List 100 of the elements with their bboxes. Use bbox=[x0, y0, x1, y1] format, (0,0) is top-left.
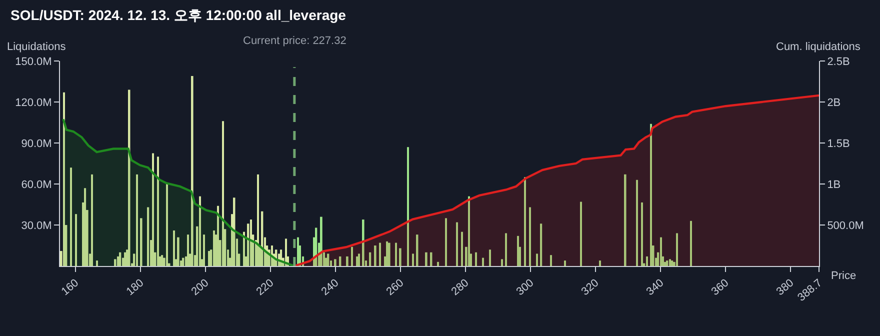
bar bbox=[75, 214, 77, 266]
bar bbox=[461, 232, 463, 266]
bar bbox=[96, 260, 98, 266]
bar bbox=[468, 196, 470, 266]
bar bbox=[339, 256, 342, 266]
bar bbox=[362, 220, 364, 266]
x-tick-label: 380 bbox=[774, 277, 796, 298]
bar bbox=[669, 259, 671, 266]
x-tick-label: 340 bbox=[644, 277, 666, 298]
bar bbox=[399, 248, 402, 266]
bar bbox=[213, 230, 215, 266]
bar bbox=[445, 218, 447, 266]
x-tick-label: 180 bbox=[124, 277, 146, 298]
bar bbox=[157, 156, 159, 266]
x-tick-label: 260 bbox=[384, 277, 406, 298]
bar bbox=[91, 174, 93, 266]
bar bbox=[550, 255, 552, 266]
bar bbox=[152, 153, 154, 266]
y2-tick-label: 2B bbox=[827, 96, 841, 109]
bar bbox=[177, 237, 180, 266]
bar bbox=[203, 234, 206, 266]
bar bbox=[117, 256, 119, 266]
y-axis-title: Liquidations bbox=[7, 41, 66, 53]
y2-tick-label: 2.5B bbox=[827, 56, 850, 68]
bar bbox=[327, 254, 330, 266]
bar bbox=[482, 258, 484, 266]
bar bbox=[580, 202, 582, 266]
x-tick-label: 240 bbox=[319, 277, 342, 298]
bar bbox=[517, 236, 519, 266]
y2-tick-label: 500.0M bbox=[827, 220, 864, 232]
bar bbox=[388, 242, 390, 266]
bar bbox=[395, 242, 397, 266]
bar bbox=[161, 255, 164, 266]
bar bbox=[671, 260, 674, 266]
bar bbox=[297, 237, 299, 266]
bar bbox=[285, 238, 287, 266]
y-tick-label: 60.0M bbox=[21, 178, 52, 191]
bar bbox=[456, 222, 458, 266]
bar bbox=[70, 168, 72, 266]
bar bbox=[369, 252, 372, 266]
bar bbox=[425, 252, 428, 266]
bar bbox=[140, 218, 142, 266]
y-tick-label: 90.0M bbox=[21, 138, 52, 150]
bar bbox=[407, 147, 409, 266]
bar bbox=[243, 232, 245, 266]
bar bbox=[136, 174, 138, 266]
x-tick-label: 280 bbox=[449, 277, 472, 298]
y-tick-label: 30.0M bbox=[21, 220, 52, 232]
bar bbox=[84, 188, 86, 266]
bar bbox=[650, 124, 652, 266]
bar bbox=[187, 234, 189, 266]
bar bbox=[173, 230, 175, 266]
bar bbox=[379, 242, 381, 266]
bar bbox=[191, 76, 194, 266]
bar bbox=[501, 259, 503, 266]
bar bbox=[524, 177, 526, 266]
x-tick-label: 320 bbox=[579, 277, 602, 298]
bar bbox=[386, 241, 388, 266]
bar bbox=[505, 233, 507, 266]
y2-tick-label: 1.5B bbox=[827, 138, 850, 150]
bar bbox=[257, 174, 259, 266]
y2-axis-title: Cum. liquidations bbox=[776, 41, 861, 53]
bar bbox=[641, 202, 643, 266]
chart-title: SOL/USDT: 2024. 12. 13. 오후 12:00:00 all_leverage bbox=[10, 7, 346, 24]
bar bbox=[475, 252, 477, 266]
bar bbox=[208, 250, 210, 266]
x-tick-label: 300 bbox=[514, 277, 536, 298]
bar bbox=[636, 180, 638, 266]
bar bbox=[334, 259, 336, 266]
bar bbox=[646, 256, 648, 266]
bar bbox=[114, 259, 116, 266]
bar bbox=[564, 260, 566, 266]
x-tick-label: 200 bbox=[189, 277, 212, 298]
bar bbox=[540, 224, 542, 266]
ref-line-label: Current price: 227.32 bbox=[243, 35, 346, 47]
bar bbox=[536, 254, 538, 266]
x-tick-label: 220 bbox=[254, 277, 276, 298]
bar bbox=[166, 184, 168, 266]
bar bbox=[437, 262, 439, 266]
bar bbox=[676, 233, 678, 266]
bar bbox=[529, 207, 531, 266]
bar bbox=[374, 246, 376, 266]
bar bbox=[356, 256, 358, 266]
bar bbox=[351, 246, 353, 266]
bar bbox=[666, 260, 668, 266]
bar bbox=[250, 220, 252, 266]
bar bbox=[119, 252, 122, 266]
y-tick-label: 120.0M bbox=[15, 96, 52, 109]
bar bbox=[660, 237, 662, 266]
x-tick-label: 360 bbox=[709, 277, 732, 298]
bar bbox=[63, 92, 65, 266]
bar bbox=[624, 174, 626, 266]
y-tick-label: 150.0M bbox=[15, 56, 52, 68]
bar bbox=[346, 256, 348, 266]
bar bbox=[147, 207, 150, 266]
y2-tick-label: 1B bbox=[827, 178, 841, 191]
bar bbox=[217, 206, 219, 266]
bar bbox=[489, 250, 491, 266]
bar bbox=[690, 220, 692, 266]
bar bbox=[412, 254, 414, 266]
